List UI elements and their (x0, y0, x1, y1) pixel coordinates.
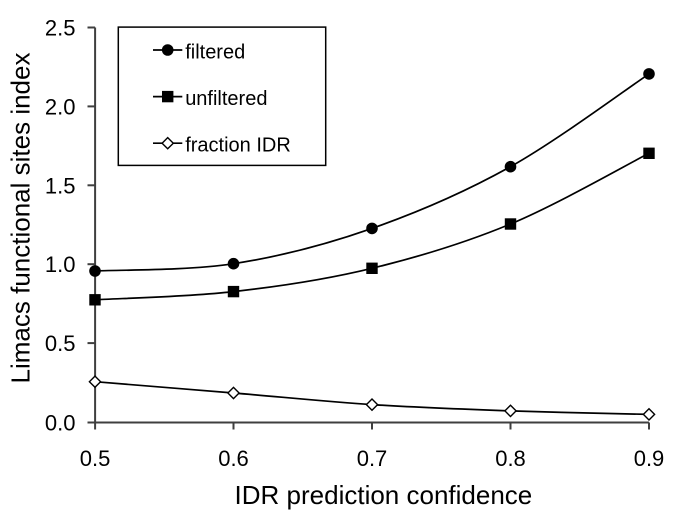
svg-text:1.0: 1.0 (45, 252, 76, 277)
svg-text:filtered: filtered (185, 42, 245, 64)
svg-text:0.7: 0.7 (357, 446, 388, 471)
svg-text:0.0: 0.0 (45, 411, 76, 436)
svg-text:Limacs functional sites index: Limacs functional sites index (6, 53, 36, 384)
svg-text:0.8: 0.8 (495, 446, 526, 471)
svg-text:2.5: 2.5 (45, 16, 76, 41)
svg-text:0.5: 0.5 (80, 446, 111, 471)
svg-text:0.6: 0.6 (218, 446, 249, 471)
svg-text:1.5: 1.5 (45, 173, 76, 198)
svg-text:fraction IDR: fraction IDR (185, 135, 291, 157)
svg-text:0.5: 0.5 (45, 331, 76, 356)
svg-text:0.9: 0.9 (634, 446, 665, 471)
svg-text:2.0: 2.0 (45, 94, 76, 119)
svg-text:IDR prediction confidence: IDR prediction confidence (235, 480, 533, 510)
svg-text:unfiltered: unfiltered (185, 88, 267, 110)
